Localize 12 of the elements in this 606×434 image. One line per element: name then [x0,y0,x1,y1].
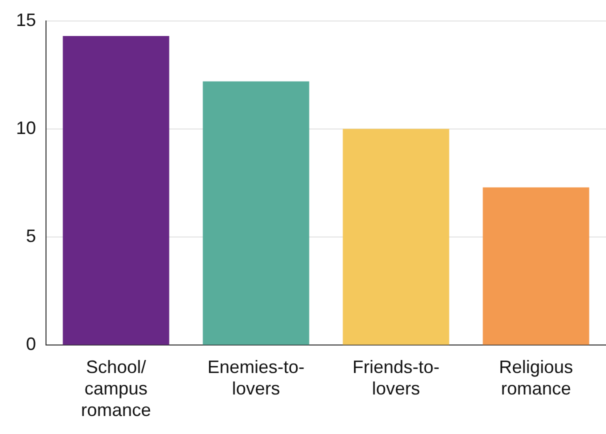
x-tick-label: Enemies-to-lovers [208,356,305,399]
x-tick-label: Religious romance [498,356,574,399]
y-tick-label: 0 [26,334,36,354]
y-tick-label: 10 [16,118,36,138]
bar [62,36,170,345]
x-tick-label: Friends-to-lovers [352,356,440,399]
bar [202,81,310,345]
x-tick-label: School/campus romance [81,356,152,420]
y-tick-label: 15 [16,10,36,30]
bar [342,128,450,345]
y-tick-label: 5 [26,226,36,246]
bar [482,187,590,345]
